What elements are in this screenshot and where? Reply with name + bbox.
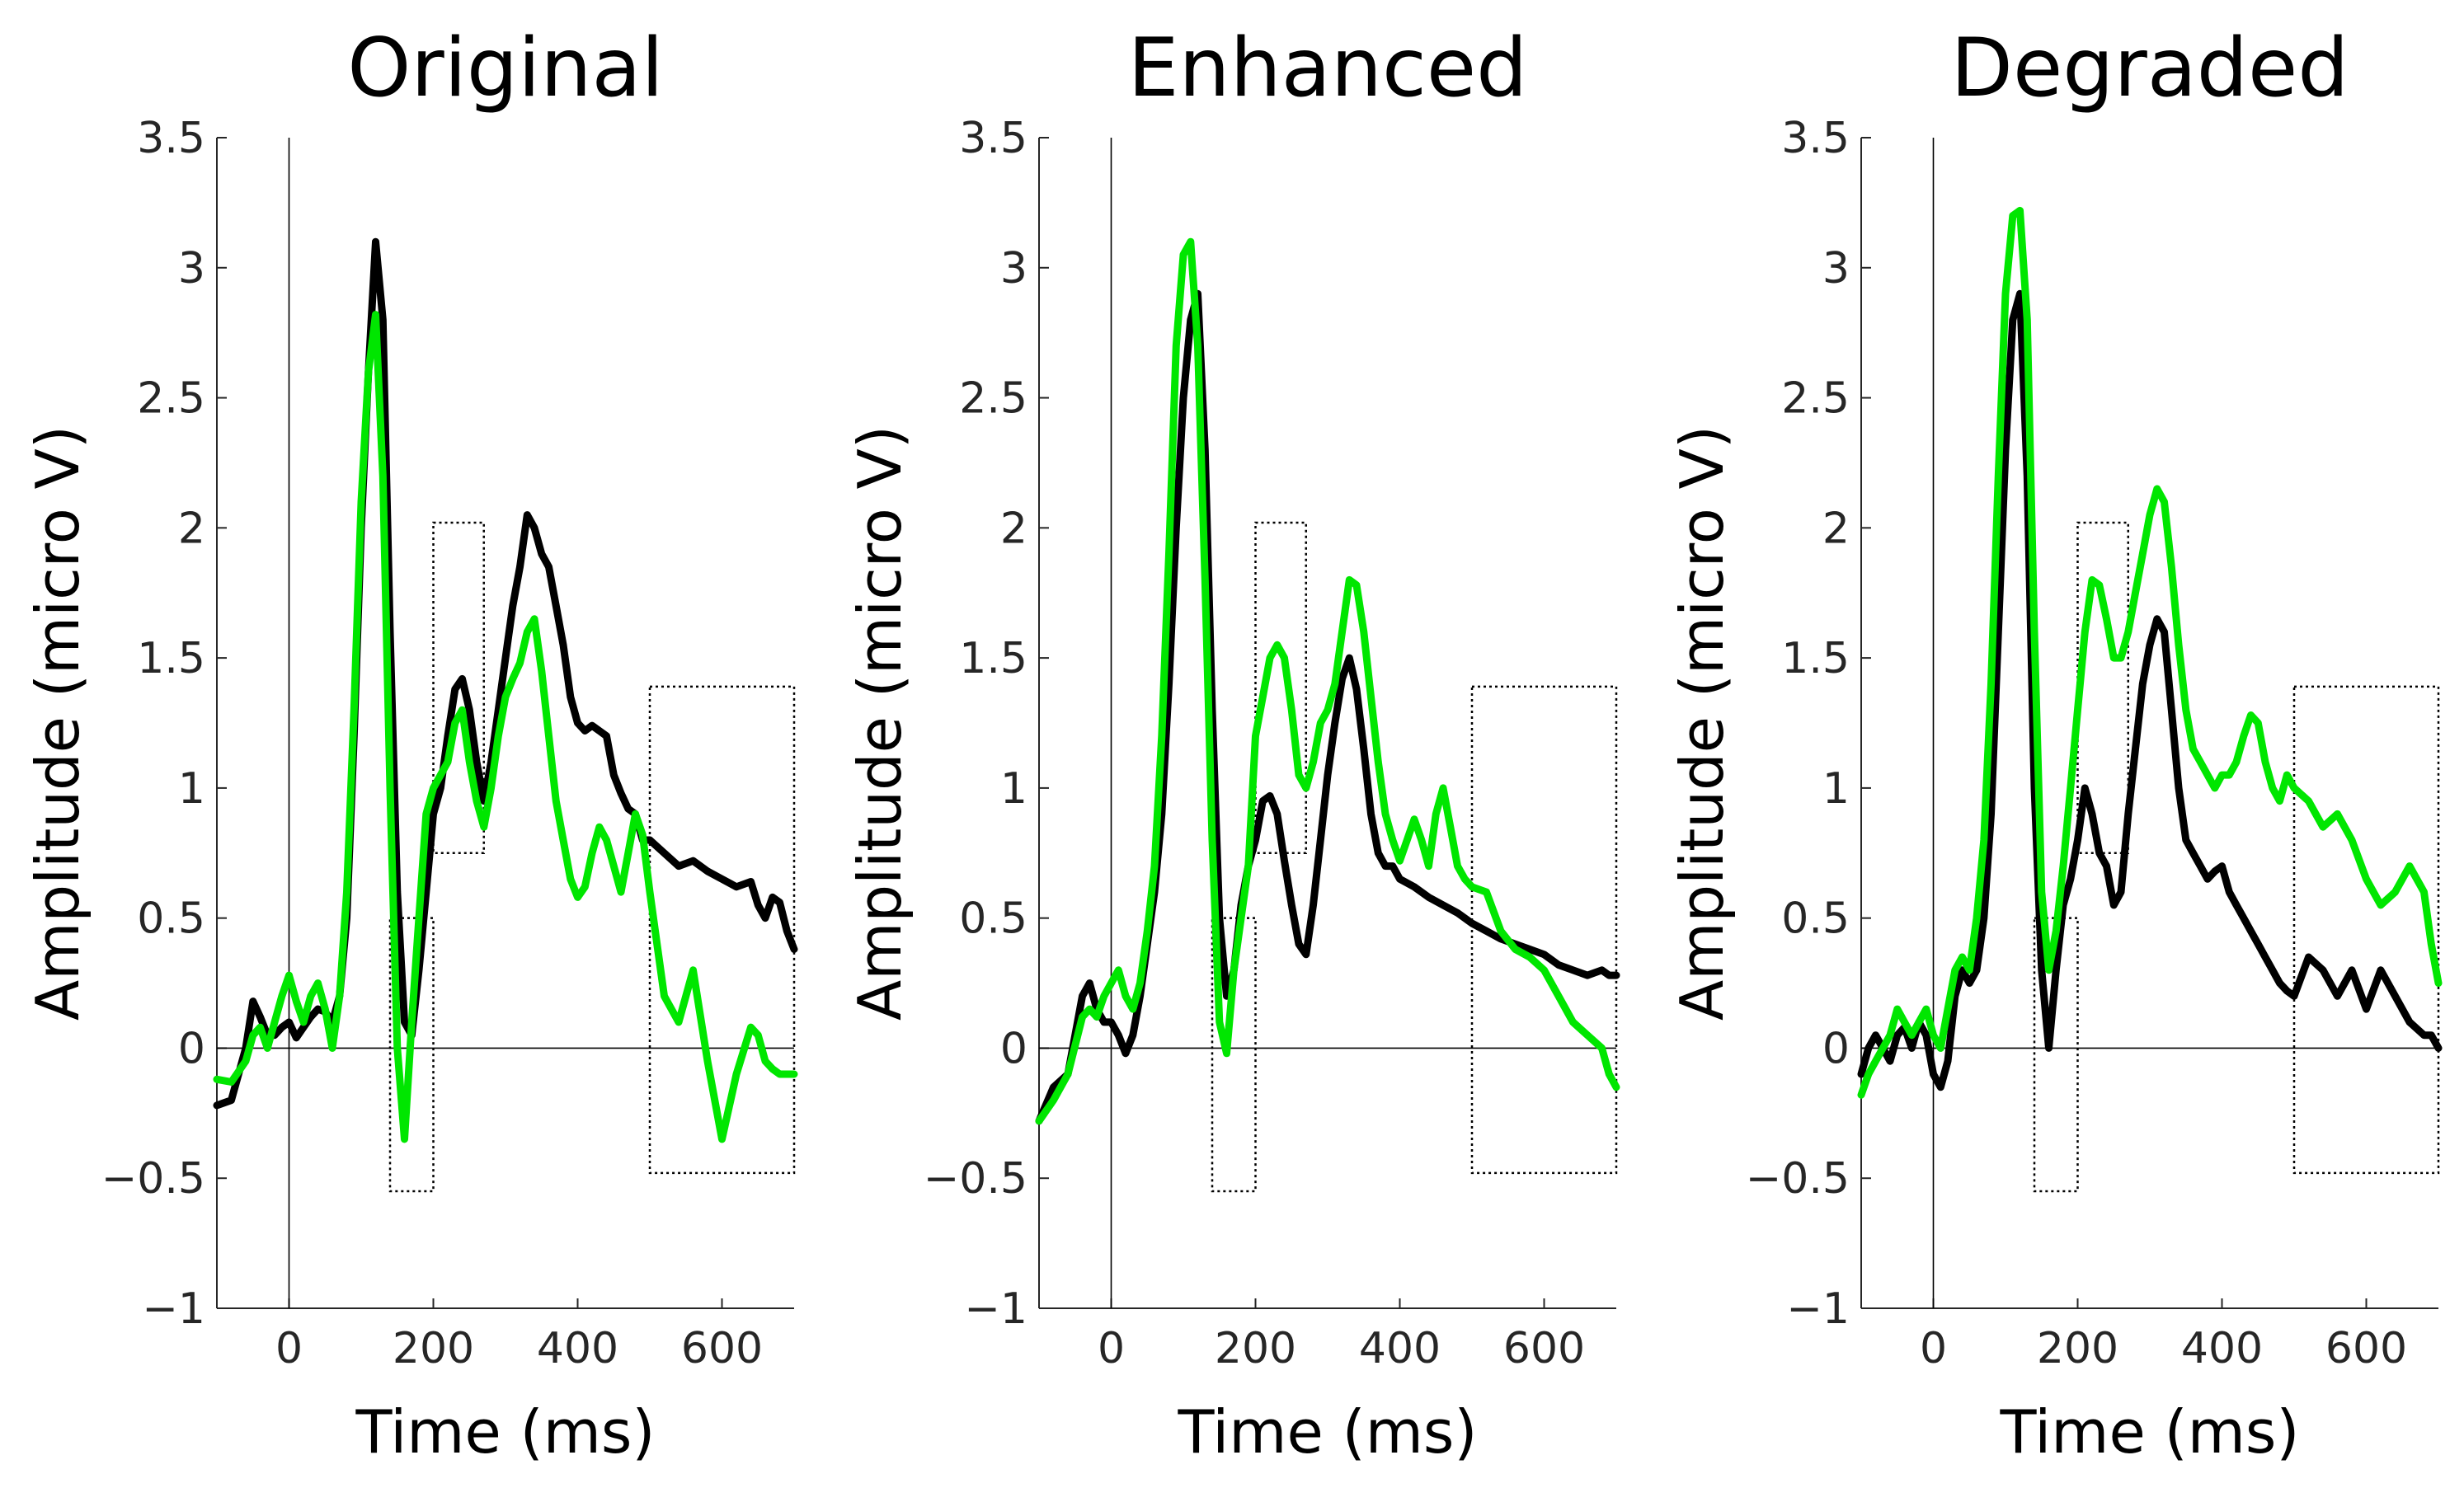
x-tick-label: 200	[393, 1324, 474, 1373]
series-line-black	[213, 237, 798, 1110]
x-tick-label: 600	[681, 1324, 763, 1373]
series-line-green	[213, 311, 798, 1143]
chart-title: Original	[347, 21, 663, 115]
y-tick-label: 0	[178, 1024, 205, 1073]
y-tick-label: 1.5	[1781, 634, 1850, 683]
analysis-window-box	[1470, 685, 1618, 1175]
y-tick-label: 1	[1000, 764, 1027, 814]
x-axis-label: Time (ms)	[2000, 1397, 2300, 1467]
y-tick-label: 1.5	[137, 634, 205, 683]
chart-panel-original: Original −1 −0.5 0 0.5 1 1.5 2 2.5 3 3.5 0 200 400 600…	[23, 21, 798, 1467]
y-tick-label: 2	[1822, 504, 1850, 553]
analysis-window-box	[1211, 917, 1257, 1193]
x-tick-label: 200	[2037, 1324, 2118, 1373]
y-tick-label: 0	[1822, 1024, 1850, 1073]
y-tick-label: 2	[178, 504, 205, 553]
y-axis-label: Amplitude (micro V)	[1667, 425, 1737, 1021]
x-tick-label: 0	[1920, 1324, 1947, 1373]
y-tick-label: 2.5	[1781, 374, 1850, 424]
series-line-black	[1857, 289, 2443, 1091]
y-tick-label: 2	[1000, 504, 1027, 553]
x-tick-label: 400	[1359, 1324, 1441, 1373]
x-tick-label: 600	[1503, 1324, 1585, 1373]
series-line-black	[1035, 289, 1620, 1125]
y-tick-label: 0	[1000, 1024, 1027, 1073]
x-tick-label: 0	[275, 1324, 303, 1373]
y-axis-label: Amplitude (micro V)	[845, 425, 915, 1021]
analysis-window-box	[432, 521, 485, 855]
y-tick-label: 2.5	[959, 374, 1027, 424]
y-tick-label: 1	[1822, 764, 1850, 814]
y-tick-label: 2.5	[137, 374, 205, 424]
chart-title: Enhanced	[1128, 21, 1528, 115]
y-tick-label: 3	[178, 244, 205, 293]
analysis-window-box	[648, 685, 796, 1175]
y-tick-label: −0.5	[101, 1154, 205, 1204]
y-tick-label: 0.5	[137, 894, 205, 944]
y-tick-label: 3	[1822, 244, 1850, 293]
y-tick-label: −1	[1786, 1284, 1850, 1334]
chart-title: Degraded	[1950, 21, 2349, 115]
x-axis-label: Time (ms)	[355, 1397, 656, 1467]
x-tick-label: 600	[2325, 1324, 2407, 1373]
chart-panel-degraded: Degraded −1 −0.5 0 0.5 1 1.5 2 2.5 3 3.5 0 200 400 600…	[1667, 21, 2443, 1467]
y-tick-label: 3.5	[1781, 114, 1850, 163]
y-tick-label: 3.5	[959, 114, 1027, 163]
y-tick-label: 1.5	[959, 634, 1027, 683]
x-tick-label: 200	[1215, 1324, 1296, 1373]
x-tick-label: 400	[2181, 1324, 2263, 1373]
y-tick-label: 0.5	[1781, 894, 1850, 944]
y-tick-label: −0.5	[1746, 1154, 1850, 1204]
series-line-green	[1857, 206, 2443, 1099]
analysis-window-box	[2033, 917, 2079, 1193]
y-tick-label: 3.5	[137, 114, 205, 163]
analysis-window-box	[2292, 685, 2440, 1175]
y-tick-label: −0.5	[924, 1154, 1027, 1204]
y-tick-label: 3	[1000, 244, 1027, 293]
analysis-window-box	[388, 917, 435, 1193]
y-tick-label: 0.5	[959, 894, 1027, 944]
x-axis-label: Time (ms)	[1178, 1397, 1478, 1467]
y-tick-label: 1	[178, 764, 205, 814]
series-line-green	[1035, 237, 1620, 1125]
y-axis-label: Amplitude (micro V)	[23, 425, 92, 1021]
y-tick-label: −1	[964, 1284, 1027, 1334]
chart-panel-enhanced: Enhanced −1 −0.5 0 0.5 1 1.5 2 2.5 3 3.5 0 200 400 600…	[845, 21, 1620, 1467]
y-tick-label: −1	[142, 1284, 205, 1334]
x-tick-label: 400	[537, 1324, 618, 1373]
x-tick-label: 0	[1098, 1324, 1125, 1373]
